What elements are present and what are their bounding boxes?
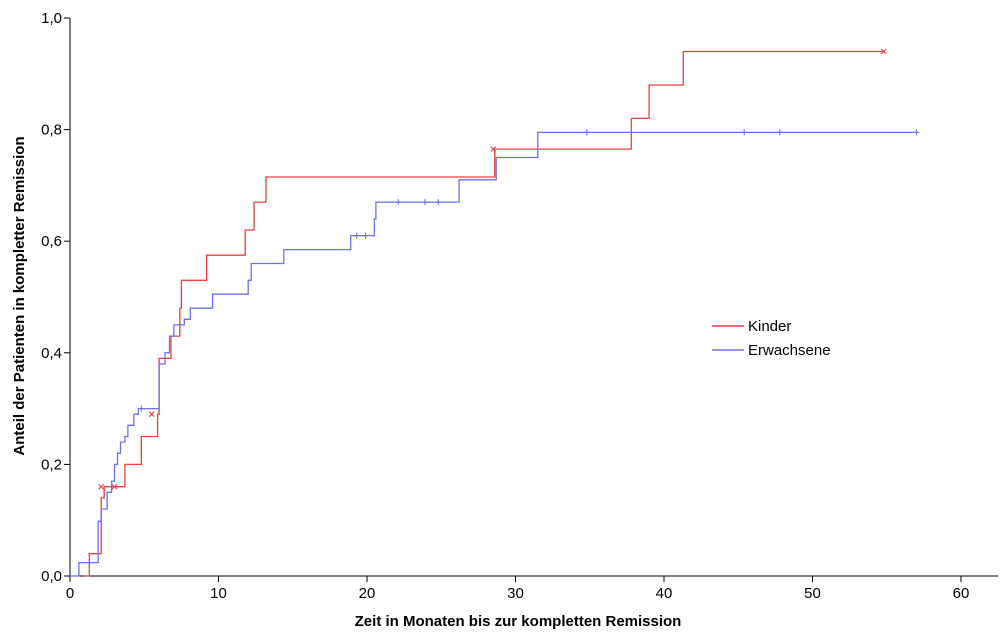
censor-mark-erwachsene: [362, 232, 369, 239]
y-axis-title: Anteil der Patienten in kompletter Remis…: [11, 136, 28, 455]
x-axis-title: Zeit in Monaten bis zur kompletten Remis…: [355, 613, 682, 630]
legend: Kinder Erwachsene: [712, 318, 831, 359]
y-tick-label: 0,0: [41, 568, 62, 585]
censor-mark-erwachsene: [913, 129, 920, 136]
axes: 0 10 20 30 40 50 60 0,0 0,2 0,4 0,6 0,8 1,0: [41, 10, 998, 602]
censor-mark-erwachsene: [741, 129, 748, 136]
y-tick-label: 1,0: [41, 10, 62, 27]
legend-label-kinder: Kinder: [748, 318, 791, 335]
censor-mark-erwachsene: [435, 199, 442, 206]
censor-mark-kinder: [148, 411, 155, 418]
censor-mark-erwachsene: [353, 232, 360, 239]
y-tick-label: 0,8: [41, 122, 62, 139]
series-line-erwachsene: [70, 131, 917, 577]
censor-mark-erwachsene: [395, 199, 402, 206]
x-tick-label: 60: [953, 585, 970, 602]
y-tick-label: 0,4: [41, 345, 62, 362]
x-tick-label: 20: [359, 585, 376, 602]
censor-mark-erwachsene: [583, 129, 590, 136]
series-line-kinder: [84, 50, 884, 577]
series-layer: [70, 48, 920, 577]
x-tick-label: 0: [66, 585, 74, 602]
y-tick-label: 0,6: [41, 233, 62, 250]
censor-mark-erwachsene: [138, 405, 145, 412]
censor-mark-kinder: [98, 483, 105, 490]
censor-mark-kinder: [111, 483, 118, 490]
censor-mark-kinder: [490, 146, 497, 153]
x-tick-label: 50: [804, 585, 821, 602]
x-tick-label: 40: [656, 585, 673, 602]
censor-mark-kinder: [880, 48, 887, 55]
x-tick-label: 30: [507, 585, 524, 602]
censor-mark-erwachsene: [421, 199, 428, 206]
x-tick-label: 10: [210, 585, 227, 602]
legend-label-erwachsene: Erwachsene: [748, 342, 831, 359]
y-tick-label: 0,2: [41, 456, 62, 473]
censor-mark-erwachsene: [776, 129, 783, 136]
